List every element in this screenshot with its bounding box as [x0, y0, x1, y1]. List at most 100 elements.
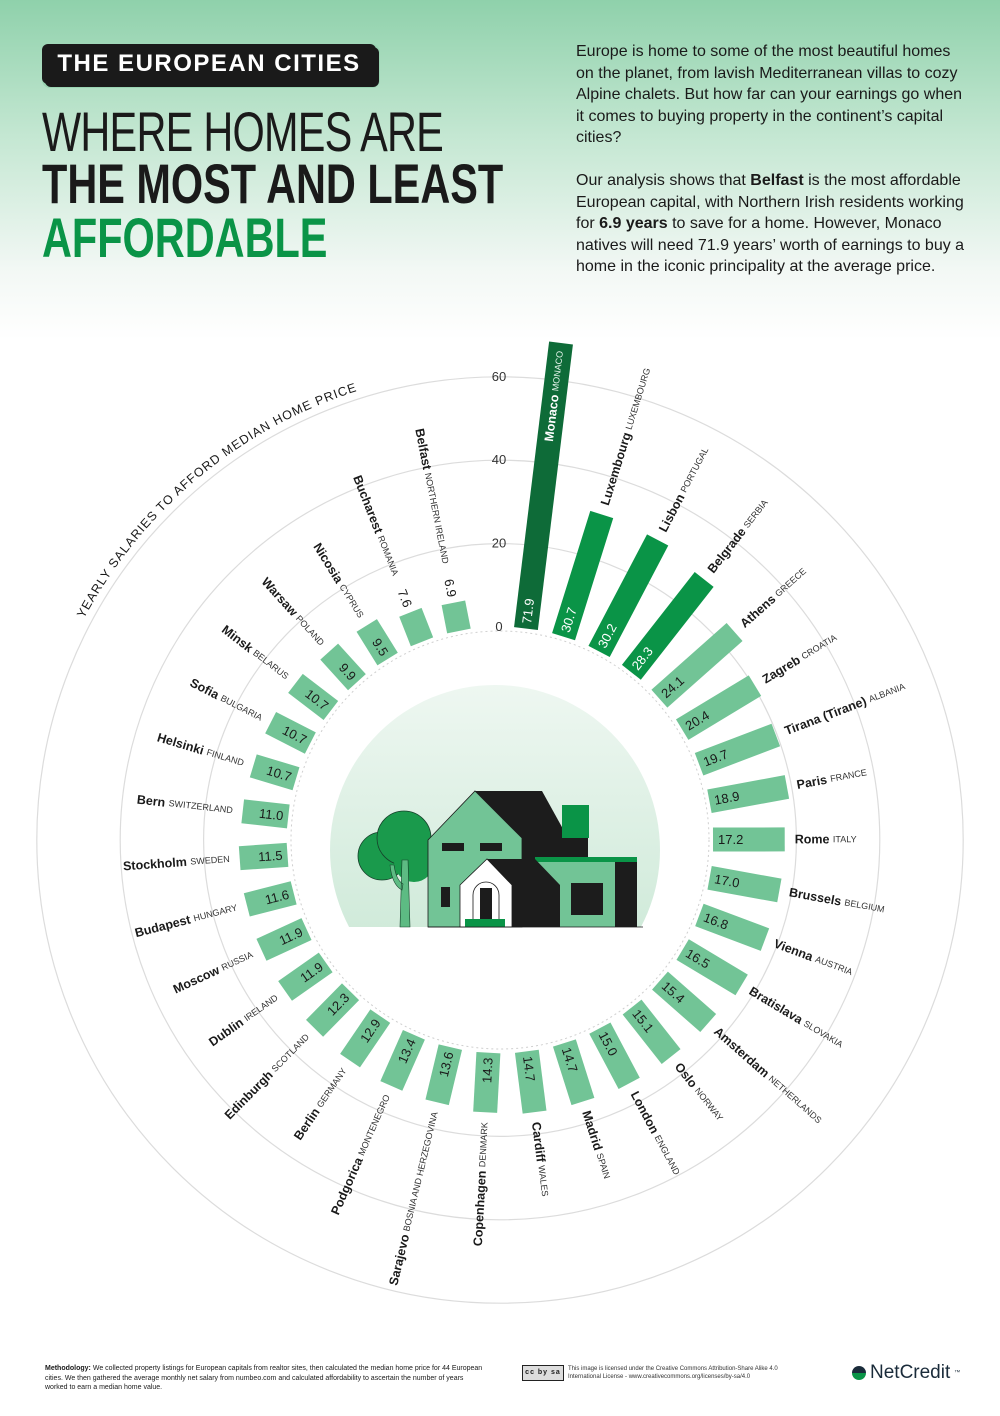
- value-label: 13.6: [436, 1050, 456, 1078]
- axis-title: YEARLY SALARIES TO AFFORD MEDIAN HOME PR…: [74, 380, 358, 620]
- city-name: Nicosia: [310, 541, 347, 589]
- country-name: BULGARIA: [219, 693, 264, 723]
- city-label: Paris FRANCE: [796, 765, 868, 792]
- city-name: Cardiff: [529, 1121, 548, 1166]
- axis-ticks: 0 20 40 60: [492, 369, 506, 634]
- country-name: IRELAND: [242, 992, 280, 1023]
- city-name: Paris: [796, 772, 832, 792]
- grid-ring: [203, 542, 797, 1137]
- chimney: [562, 805, 589, 838]
- country-name: GERMANY: [315, 1066, 349, 1109]
- bar-tirana-tirane-: [694, 723, 781, 776]
- city-label: Tirana (Tirane) ALBANIA: [783, 679, 907, 738]
- bar-minsk: [288, 673, 339, 721]
- bar-nicosia: [356, 619, 398, 666]
- city-name: Dublin: [206, 1013, 249, 1049]
- country-name: SCOTLAND: [270, 1032, 312, 1074]
- intro-text: Europe is home to some of the most beaut…: [576, 41, 966, 299]
- bar-zagreb: [675, 675, 762, 740]
- country-name: AUSTRIA: [814, 954, 854, 977]
- country-name: BELGIUM: [844, 897, 886, 914]
- value-label: 17.0: [713, 871, 741, 890]
- city-label: Amsterdam NETHERLANDS: [711, 1024, 825, 1126]
- bar-belfast: [441, 600, 471, 634]
- city-name: Stockholm: [123, 855, 191, 874]
- intro-text-segment: Our analysis shows that: [576, 171, 751, 189]
- city-label: Podgorica MONTENEGRO: [328, 1092, 393, 1217]
- city-label: Bucharest ROMANIA: [350, 473, 402, 577]
- city-label: Nicosia CYPRUS: [310, 541, 367, 621]
- value-label: 10.7: [265, 763, 294, 785]
- house-roof: [475, 791, 568, 838]
- city-name: London: [628, 1089, 663, 1139]
- country-name: NETHERLANDS: [767, 1074, 824, 1126]
- city-label: Vienna AUSTRIA: [772, 937, 855, 979]
- value-label: 11.6: [263, 887, 290, 908]
- country-name: HUNGARY: [192, 902, 238, 923]
- intro-highlight-city: Belfast: [750, 171, 804, 189]
- city-label: Luxembourg LUXEMBOURG: [598, 366, 654, 507]
- country-name: RUSSIA: [220, 949, 255, 972]
- city-name: Monaco: [542, 390, 562, 442]
- country-name: NORWAY: [693, 1086, 725, 1123]
- bar-helsinki: [249, 754, 300, 791]
- city-label: Rome ITALY: [795, 832, 857, 846]
- value-label: 14.7: [559, 1046, 581, 1075]
- city-label: Dublin IRELAND: [206, 991, 281, 1050]
- city-name: Belfast: [412, 427, 434, 474]
- netcredit-logo: NetCredit ™: [852, 1362, 960, 1384]
- cc-license-badge: cc by sa: [522, 1365, 564, 1381]
- city-name: Zagreb: [760, 651, 806, 686]
- value-label: 14.7: [520, 1055, 538, 1082]
- country-name: SLOVAKIA: [802, 1018, 845, 1049]
- city-name: Warsaw: [259, 575, 303, 622]
- bar-lisbon: [588, 534, 669, 658]
- value-label: 17.2: [718, 832, 743, 847]
- country-name: DENMARK: [477, 1122, 489, 1167]
- bar-london: [589, 1022, 640, 1090]
- bar-madrid: [552, 1039, 595, 1106]
- value-label: 6.9: [441, 578, 459, 599]
- bar-rome: [712, 827, 785, 852]
- bar-stockholm: [238, 842, 289, 871]
- city-name: Moscow: [171, 962, 225, 997]
- porch-roof: [487, 859, 560, 885]
- tick-label: 60: [492, 369, 506, 384]
- bar-sofia: [265, 712, 316, 754]
- bar-budapest: [243, 881, 297, 917]
- country-name: ENGLAND: [653, 1133, 682, 1177]
- grid-rings: [36, 376, 964, 1304]
- grid-ring: [119, 459, 881, 1221]
- city-name: Sarajevo: [386, 1230, 413, 1287]
- house-upper-block: [522, 838, 588, 860]
- value-label: 11.5: [258, 848, 283, 865]
- grid-ring: [36, 376, 964, 1304]
- city-label: Stockholm SWEDEN: [123, 852, 231, 873]
- title-line-1: WHERE HOMES ARE: [42, 100, 444, 163]
- city-label: Moscow RUSSIA: [171, 948, 255, 997]
- city-label: Sofia BULGARIA: [188, 676, 265, 725]
- tick-label: 0: [495, 619, 502, 634]
- window: [480, 843, 502, 851]
- country-name: SWEDEN: [190, 854, 230, 867]
- country-name: ITALY: [833, 834, 857, 844]
- country-name: POLAND: [294, 613, 327, 648]
- methodology-note: Methodology: We collected property listi…: [45, 1364, 485, 1393]
- city-name: Madrid: [579, 1109, 606, 1156]
- bar-podgorica: [380, 1029, 425, 1091]
- bar-paris: [707, 775, 790, 814]
- country-name: FINLAND: [205, 747, 245, 768]
- country-name: SERBIA: [742, 498, 770, 530]
- bar-belgrade: [621, 572, 714, 680]
- bar-sarajevo: [425, 1044, 463, 1106]
- door-step: [465, 919, 505, 927]
- wing-roof-edge: [535, 857, 637, 862]
- city-label: Sarajevo BOSNIA AND HERZEGOVINA: [386, 1110, 441, 1286]
- city-label: Zagreb CROATIA: [760, 631, 840, 687]
- baseline-ring: [290, 630, 710, 1050]
- license-text: This image is licensed under the Creativ…: [568, 1366, 778, 1380]
- city-name: Budapest: [133, 912, 195, 941]
- city-label: Warsaw POLAND: [259, 575, 328, 649]
- city-label: Lisbon PORTUGAL: [656, 445, 712, 535]
- country-name: LUXEMBOURG: [624, 367, 653, 431]
